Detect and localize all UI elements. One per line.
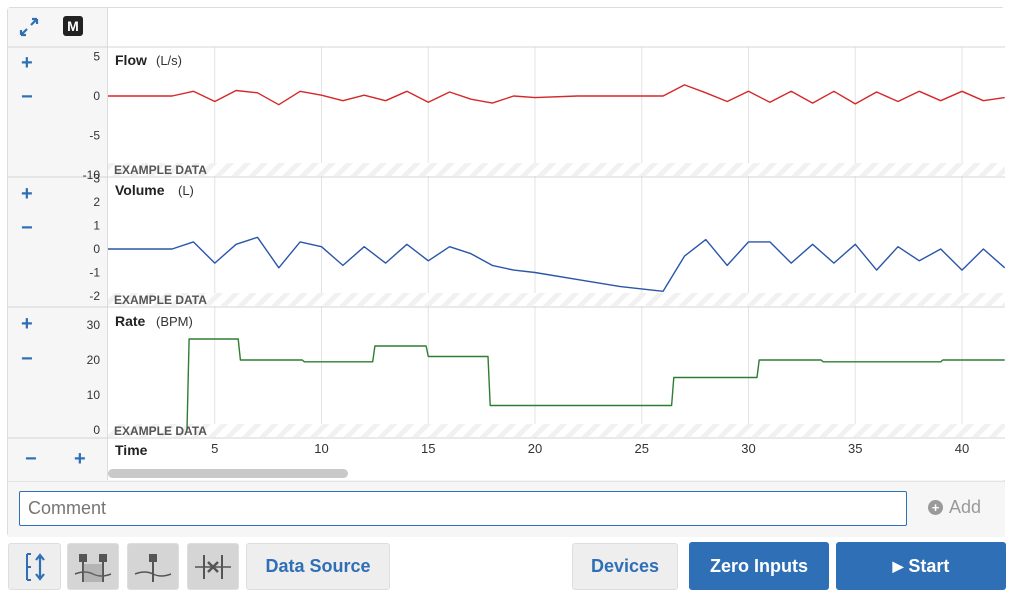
x-tick-label: 40 bbox=[955, 441, 969, 456]
two-markers-icon bbox=[74, 553, 112, 582]
y-tick-label: -5 bbox=[89, 129, 100, 143]
series-layer bbox=[108, 84, 1006, 431]
hatch-strip-0 bbox=[108, 163, 1005, 176]
x-tick-label: 30 bbox=[741, 441, 755, 456]
autoscale-button[interactable] bbox=[8, 543, 61, 590]
channel-separators bbox=[8, 46, 1005, 439]
data-source-label: Data Source bbox=[265, 556, 371, 576]
chart-svg: Flow (L/s) Volume (L) Rate (BPM) EXAMPLE… bbox=[8, 46, 1006, 458]
remove-marker-button[interactable] bbox=[187, 543, 239, 590]
y-tick-label: 30 bbox=[87, 318, 101, 332]
time-axis-label: Time bbox=[115, 442, 148, 458]
x-tick-labels: 5 10 15 20 25 30 35 40 bbox=[211, 441, 969, 456]
two-marker-button[interactable] bbox=[67, 543, 119, 590]
hatch-strip-1 bbox=[108, 293, 1005, 306]
add-circle-icon: + bbox=[928, 500, 943, 515]
hatch-strip-2 bbox=[108, 424, 1005, 437]
autoscale-icon bbox=[25, 552, 45, 581]
channel-control-column bbox=[8, 8, 107, 480]
single-marker-icon bbox=[134, 553, 172, 582]
volume-zoom-in-button[interactable]: + bbox=[21, 183, 33, 205]
channel-flow-name: Flow bbox=[115, 52, 147, 68]
grid-lines bbox=[214, 47, 963, 438]
expand-icon[interactable] bbox=[18, 16, 40, 38]
single-marker-button[interactable] bbox=[127, 543, 179, 590]
trace-rate bbox=[186, 338, 1005, 431]
volume-zoom-out-button[interactable]: − bbox=[21, 217, 33, 239]
y-tick-label: 0 bbox=[93, 242, 100, 256]
plot-area bbox=[107, 8, 1006, 480]
rate-zoom-in-button[interactable]: + bbox=[21, 313, 33, 335]
add-label: Add bbox=[949, 497, 982, 517]
y-tick-label: -10 bbox=[83, 168, 101, 182]
label-layer: Flow (L/s) Volume (L) Rate (BPM) EXAMPLE… bbox=[114, 52, 207, 458]
y-tick-label: -1 bbox=[89, 266, 100, 280]
trace-flow bbox=[108, 84, 1005, 106]
y-tick-label: 5 bbox=[93, 50, 100, 64]
y-tick-label: 20 bbox=[87, 353, 101, 367]
x-tick-label: 10 bbox=[314, 441, 328, 456]
data-source-button[interactable]: Data Source bbox=[246, 543, 390, 590]
scrollbar-thumb[interactable] bbox=[108, 469, 348, 478]
zero-inputs-button[interactable]: Zero Inputs bbox=[689, 542, 829, 590]
watermark-volume: EXAMPLE DATA bbox=[114, 293, 207, 307]
zero-inputs-label: Zero Inputs bbox=[710, 555, 808, 576]
time-zoom-in-button[interactable]: + bbox=[74, 448, 86, 470]
watermark-flow: EXAMPLE DATA bbox=[114, 163, 207, 177]
channel-flow-unit: (L/s) bbox=[156, 53, 182, 68]
start-button[interactable]: ▶ Start bbox=[836, 542, 1006, 590]
channel-rate-unit: (BPM) bbox=[156, 314, 193, 329]
channel-rate-name: Rate bbox=[115, 313, 146, 329]
comment-input[interactable] bbox=[19, 491, 907, 526]
x-tick-label: 5 bbox=[211, 441, 218, 456]
start-label: Start bbox=[908, 555, 950, 576]
rate-zoom-out-button[interactable]: − bbox=[21, 348, 33, 370]
example-data-hatches bbox=[108, 163, 1005, 437]
devices-button[interactable]: Devices bbox=[572, 543, 678, 590]
y-tick-label: 1 bbox=[93, 219, 100, 233]
channel-volume-unit: (L) bbox=[178, 183, 194, 198]
remove-marker-icon bbox=[195, 554, 231, 579]
flow-zoom-in-button[interactable]: + bbox=[21, 52, 33, 74]
y-tick-label: 2 bbox=[93, 195, 100, 209]
trace-volume bbox=[108, 236, 1006, 292]
channel-volume-name: Volume bbox=[115, 182, 165, 198]
y-tick-label: -2 bbox=[89, 289, 100, 303]
x-tick-label: 15 bbox=[421, 441, 435, 456]
y-tick-label: 3 bbox=[93, 172, 100, 186]
watermark-rate: EXAMPLE DATA bbox=[114, 424, 207, 438]
add-comment-button[interactable]: + Add bbox=[928, 497, 981, 518]
x-tick-label: 25 bbox=[635, 441, 649, 456]
y-tick-label: 0 bbox=[93, 89, 100, 103]
x-tick-label: 35 bbox=[848, 441, 862, 456]
play-icon: ▶ bbox=[892, 557, 904, 574]
flow-zoom-out-button[interactable]: − bbox=[21, 86, 33, 108]
x-tick-label: 20 bbox=[528, 441, 542, 456]
time-zoom-out-button[interactable]: − bbox=[25, 448, 37, 470]
mode-badge[interactable]: M bbox=[63, 16, 83, 36]
y-tick-label: 10 bbox=[87, 388, 101, 402]
devices-label: Devices bbox=[590, 556, 660, 576]
y-tick-label: 0 bbox=[93, 423, 100, 437]
